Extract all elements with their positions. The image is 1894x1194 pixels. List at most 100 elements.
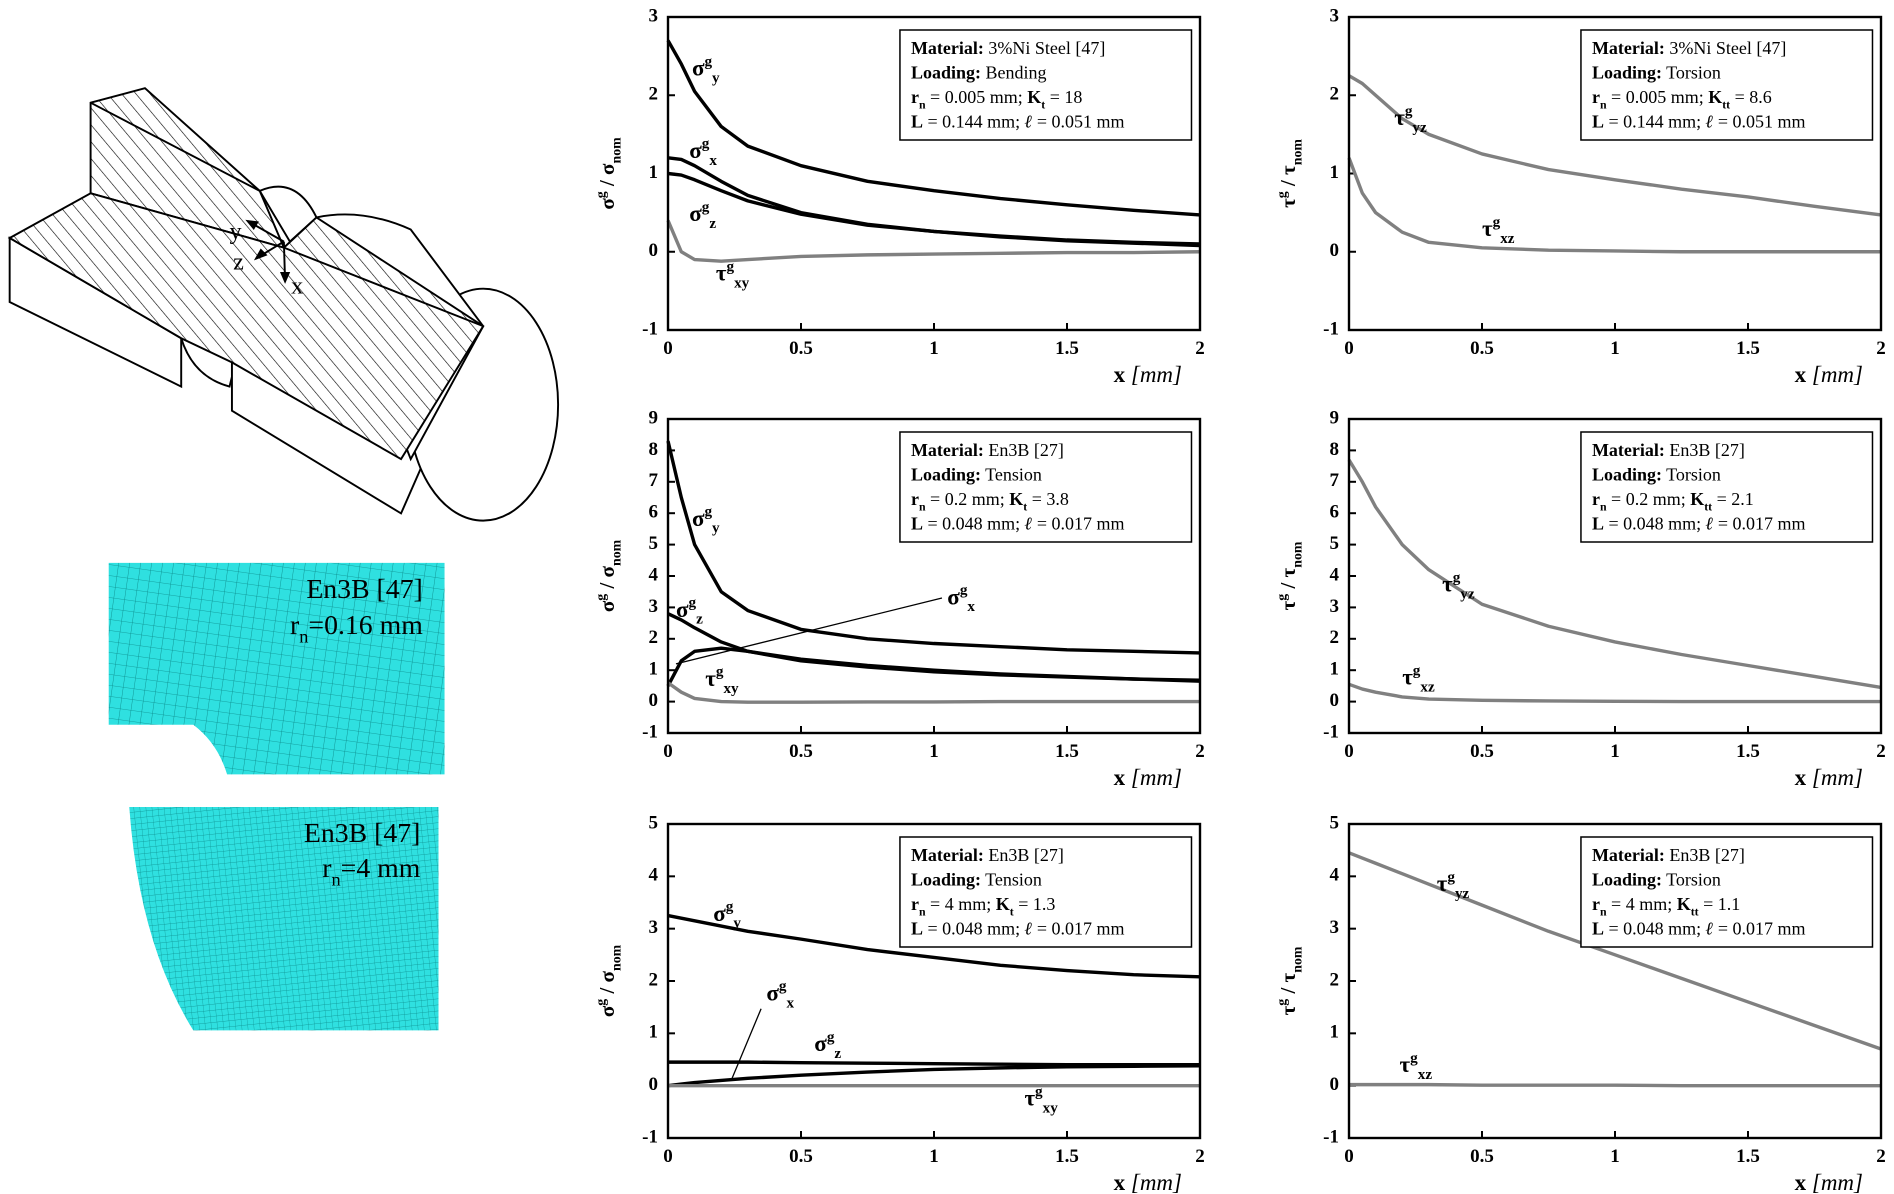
- x-tick-label: 1.5: [1736, 338, 1760, 359]
- y-axis-label-part: σ: [595, 565, 619, 577]
- y-tick-label: 7: [1330, 470, 1340, 491]
- x-axis-label-part: [mm]: [1125, 362, 1182, 387]
- y-axis-label: σg / σnom: [593, 944, 623, 1017]
- specimen-drawing: [10, 88, 558, 520]
- annotation-line-part: = 0.051 mm: [1713, 112, 1805, 132]
- y-tick-label: 9: [1330, 407, 1340, 428]
- y-tick-label: 1: [1330, 659, 1340, 680]
- series-label-part: τ: [1437, 871, 1448, 896]
- series-label-part: z: [709, 215, 716, 232]
- annotation-line-part: = 4 mm;: [926, 894, 996, 914]
- series-label-part: σ: [692, 506, 705, 531]
- series-label: σgy: [692, 503, 720, 537]
- y-tick-label: 3: [649, 917, 659, 938]
- x-tick-label: 0.5: [789, 338, 813, 359]
- mesh-radius-part: =4 mm: [341, 853, 421, 884]
- y-tick-label: 3: [1330, 5, 1340, 26]
- annotation-line-part: = 1.1: [1699, 894, 1741, 914]
- y-tick-label: 2: [1330, 969, 1340, 990]
- series-label-part: g: [1405, 102, 1413, 119]
- y-tick-label: -1: [1323, 721, 1339, 742]
- x-tick-label: 2: [1876, 338, 1886, 359]
- annotation-line-part: Loading:: [911, 465, 981, 485]
- annotation-line-part: En3B [27]: [1665, 845, 1745, 865]
- series-label: σgz: [676, 594, 703, 628]
- y-axis-label-part: g: [593, 191, 608, 198]
- annotation-line-part: Loading:: [1592, 870, 1662, 890]
- line-series: [668, 1062, 1200, 1065]
- series-label-part: xy: [734, 275, 750, 292]
- y-tick-label: 4: [649, 564, 659, 585]
- y-tick-label: 2: [1330, 84, 1340, 105]
- x-axis-label: x [mm]: [1795, 1170, 1863, 1194]
- annotation-line-part: L: [1592, 112, 1604, 132]
- annotation-line-part: K: [1708, 87, 1722, 107]
- series-label-part: yz: [1412, 119, 1427, 136]
- annotation-line-part: = 0.017 mm: [1713, 514, 1805, 534]
- series-label: σgy: [692, 53, 720, 87]
- series-label: σgz: [814, 1028, 841, 1062]
- annotation-line-part: En3B [27]: [984, 845, 1064, 865]
- x-tick-label: 0.5: [789, 741, 813, 762]
- y-tick-label: 0: [649, 240, 659, 261]
- y-axis-label-part: nom: [1289, 139, 1304, 166]
- y-tick-label: 8: [1330, 439, 1340, 460]
- x-tick-label: 1: [929, 338, 939, 359]
- chart: -1012345678900.511.52τgyzτgxzx [mm]τg / …: [1274, 407, 1886, 790]
- y-axis-label: σg / σnom: [593, 137, 623, 210]
- annotation-line-part: = 0.144 mm;: [923, 112, 1025, 132]
- annotation-line: Material: En3B [27]: [1592, 440, 1745, 460]
- series-label-part: σ: [689, 201, 702, 226]
- y-tick-label: 1: [649, 659, 659, 680]
- annotation-line-part: Material:: [911, 38, 984, 58]
- series-label-part: g: [1410, 1049, 1418, 1066]
- x-tick-label: 0.5: [1470, 338, 1494, 359]
- series-label-part: g: [726, 898, 734, 915]
- y-axis-label-part: τ: [1276, 600, 1300, 610]
- annotation-line-part: K: [1690, 489, 1704, 509]
- y-tick-label: 0: [649, 690, 659, 711]
- annotation-line-part: r: [1592, 87, 1600, 107]
- y-tick-label: 5: [1330, 533, 1340, 554]
- y-tick-label: -1: [642, 1126, 658, 1147]
- annotation-line-part: Tension: [981, 465, 1042, 485]
- x-tick-label: 1.5: [1055, 338, 1079, 359]
- y-tick-label: 4: [1330, 564, 1340, 585]
- annotation-line-part: r: [911, 489, 919, 509]
- series-label: τgxz: [1400, 1049, 1433, 1083]
- x-axis-label-part: x: [1795, 1170, 1807, 1194]
- x-tick-label: 1.5: [1736, 1146, 1760, 1167]
- annotation-line-part: r: [1592, 894, 1600, 914]
- line-series: [1349, 1085, 1881, 1086]
- series-label-part: y: [712, 520, 720, 537]
- series-label: τgxz: [1402, 662, 1435, 696]
- series-label-part: z: [696, 611, 703, 628]
- annotation-line-part: Material:: [911, 440, 984, 460]
- series-label: τgxz: [1482, 213, 1515, 247]
- y-tick-label: 6: [1330, 502, 1340, 523]
- y-axis-label: σg / σnom: [593, 539, 623, 612]
- annotation-line-part: Loading:: [911, 870, 981, 890]
- x-tick-label: 1: [1610, 1146, 1620, 1167]
- series-label-part: g: [702, 199, 710, 216]
- annotation-line-part: Material:: [1592, 845, 1665, 865]
- y-axis-label-part: /: [595, 982, 619, 998]
- y-tick-label: 3: [1330, 917, 1340, 938]
- annotation-line-part: = 0.005 mm;: [1607, 87, 1709, 107]
- x-axis-label: x [mm]: [1114, 362, 1182, 387]
- annotation-line-part: = 0.2 mm;: [1607, 489, 1691, 509]
- annotation-line-part: 3%Ni Steel [47]: [1665, 38, 1786, 58]
- annotation-line-part: En3B [27]: [984, 440, 1064, 460]
- y-tick-label: 1: [1330, 162, 1340, 183]
- y-axis-label-part: nom: [1289, 946, 1304, 973]
- series-label-part: σ: [814, 1031, 827, 1056]
- y-axis-label-part: /: [1276, 982, 1300, 998]
- annotation-line: L = 0.144 mm; ℓ = 0.051 mm: [911, 112, 1125, 132]
- series-label-part: x: [967, 598, 975, 615]
- annotation-line-part: Bending: [981, 63, 1047, 83]
- x-tick-label: 1.5: [1055, 741, 1079, 762]
- series-label-part: xy: [723, 680, 739, 697]
- annotation-line: Loading: Tension: [911, 870, 1042, 890]
- annotation-line: Material: 3%Ni Steel [47]: [911, 38, 1105, 58]
- y-axis-label-part: τ: [1276, 567, 1300, 577]
